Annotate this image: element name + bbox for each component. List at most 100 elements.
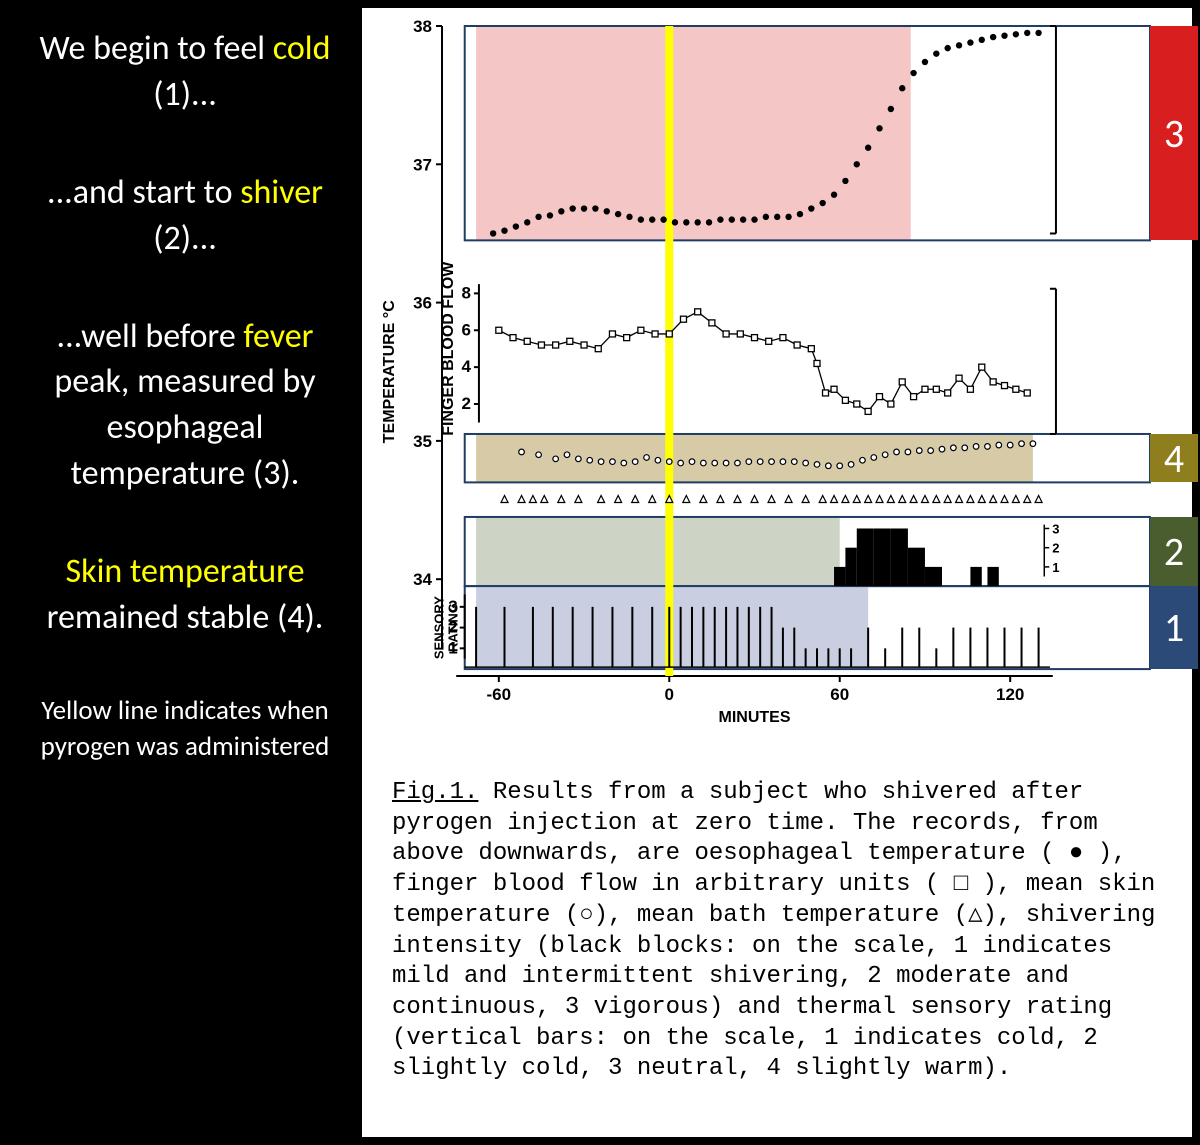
pt-bath (518, 495, 525, 502)
pt-skin (632, 459, 638, 465)
pt-skin (1019, 441, 1025, 447)
pt-blood (814, 360, 820, 366)
pt-esoph (933, 50, 939, 56)
svg-text:38: 38 (413, 17, 432, 36)
pt-esoph (626, 214, 632, 220)
pt-esoph (706, 219, 712, 225)
bar-shiver (891, 528, 908, 586)
pt-skin (973, 444, 979, 450)
pt-skin (655, 457, 661, 463)
pt-esoph (615, 211, 621, 217)
pt-bath (876, 495, 883, 502)
pt-bath (598, 495, 605, 502)
left-text-block: Yellow line indicates when pyrogen was a… (18, 693, 352, 766)
pt-bath (649, 495, 656, 502)
pt-blood (854, 401, 860, 407)
pt-esoph (672, 219, 678, 225)
svg-text:35: 35 (413, 432, 432, 451)
pt-esoph (592, 205, 598, 211)
pt-bath (558, 495, 565, 502)
pt-blood (967, 386, 973, 392)
pt-blood (680, 316, 686, 322)
bar-shiver (908, 548, 925, 586)
pt-blood (956, 375, 962, 381)
pt-skin (803, 460, 809, 466)
pt-blood (899, 379, 905, 385)
pt-skin (712, 460, 718, 466)
pt-esoph (740, 216, 746, 222)
pt-skin (871, 455, 877, 461)
pt-esoph (831, 192, 837, 198)
pt-skin (928, 448, 934, 454)
pt-esoph (797, 211, 803, 217)
svg-text:34: 34 (413, 570, 432, 589)
left-text-block: Skin temperature remained stable (4). (18, 549, 352, 641)
svg-text:60: 60 (830, 685, 849, 704)
pt-esoph (944, 45, 950, 51)
pt-blood (581, 342, 587, 348)
pt-blood (567, 338, 573, 344)
pt-skin (735, 460, 741, 466)
pt-skin (882, 452, 888, 458)
pt-bath (575, 495, 582, 502)
pt-blood (1013, 386, 1019, 392)
band-2-fill (476, 517, 840, 586)
svg-text:SENSORY: SENSORY (432, 596, 447, 659)
pt-esoph (979, 37, 985, 43)
pt-esoph (956, 42, 962, 48)
pt-blood (666, 331, 672, 337)
pt-esoph (854, 161, 860, 167)
pt-blood (945, 390, 951, 396)
svg-text:2: 2 (461, 394, 470, 413)
band-3-fill (476, 26, 911, 240)
pt-esoph (876, 125, 882, 131)
pt-bath (1001, 495, 1008, 502)
pt-skin (610, 459, 616, 465)
tag-1: 1 (1150, 586, 1198, 669)
pt-skin (837, 463, 843, 469)
pt-esoph (524, 219, 530, 225)
pt-esoph (513, 223, 519, 229)
pt-skin (996, 442, 1002, 448)
pt-blood (1002, 383, 1008, 389)
band-4-fill (476, 434, 1033, 482)
pt-bath (717, 495, 724, 502)
pt-skin (905, 449, 911, 455)
pt-esoph (660, 216, 666, 222)
pt-skin (916, 448, 922, 454)
pt-esoph (604, 208, 610, 214)
pt-blood (524, 338, 530, 344)
pt-bath (887, 495, 894, 502)
pt-esoph (785, 214, 791, 220)
bar-shiver (987, 567, 998, 586)
pt-skin (1007, 442, 1013, 448)
bar-shiver (925, 567, 942, 586)
pt-bath (842, 495, 849, 502)
pt-blood (979, 364, 985, 370)
svg-text:36: 36 (413, 294, 432, 313)
pt-esoph (694, 219, 700, 225)
pt-blood (723, 331, 729, 337)
pt-skin (814, 462, 820, 468)
chart-svg: 3435363738TEMPERATURE °C-60060120MINUTES… (362, 8, 1200, 728)
pt-skin (848, 462, 854, 468)
pt-bath (1024, 495, 1031, 502)
pt-esoph (638, 216, 644, 222)
pt-blood (766, 338, 772, 344)
pt-skin (587, 457, 593, 463)
pt-blood (865, 408, 871, 414)
pt-skin (644, 455, 650, 461)
pt-esoph (1013, 31, 1019, 37)
svg-text:4: 4 (461, 357, 471, 376)
pt-bath (802, 495, 809, 502)
pt-skin (894, 449, 900, 455)
tag-2: 2 (1150, 517, 1198, 586)
pt-esoph (649, 216, 655, 222)
bar-shiver (857, 528, 874, 586)
svg-text:8: 8 (461, 283, 470, 302)
pt-blood (709, 320, 715, 326)
tag-4: 4 (1150, 434, 1198, 482)
pt-blood (888, 401, 894, 407)
pt-esoph (763, 214, 769, 220)
pt-blood (652, 331, 658, 337)
